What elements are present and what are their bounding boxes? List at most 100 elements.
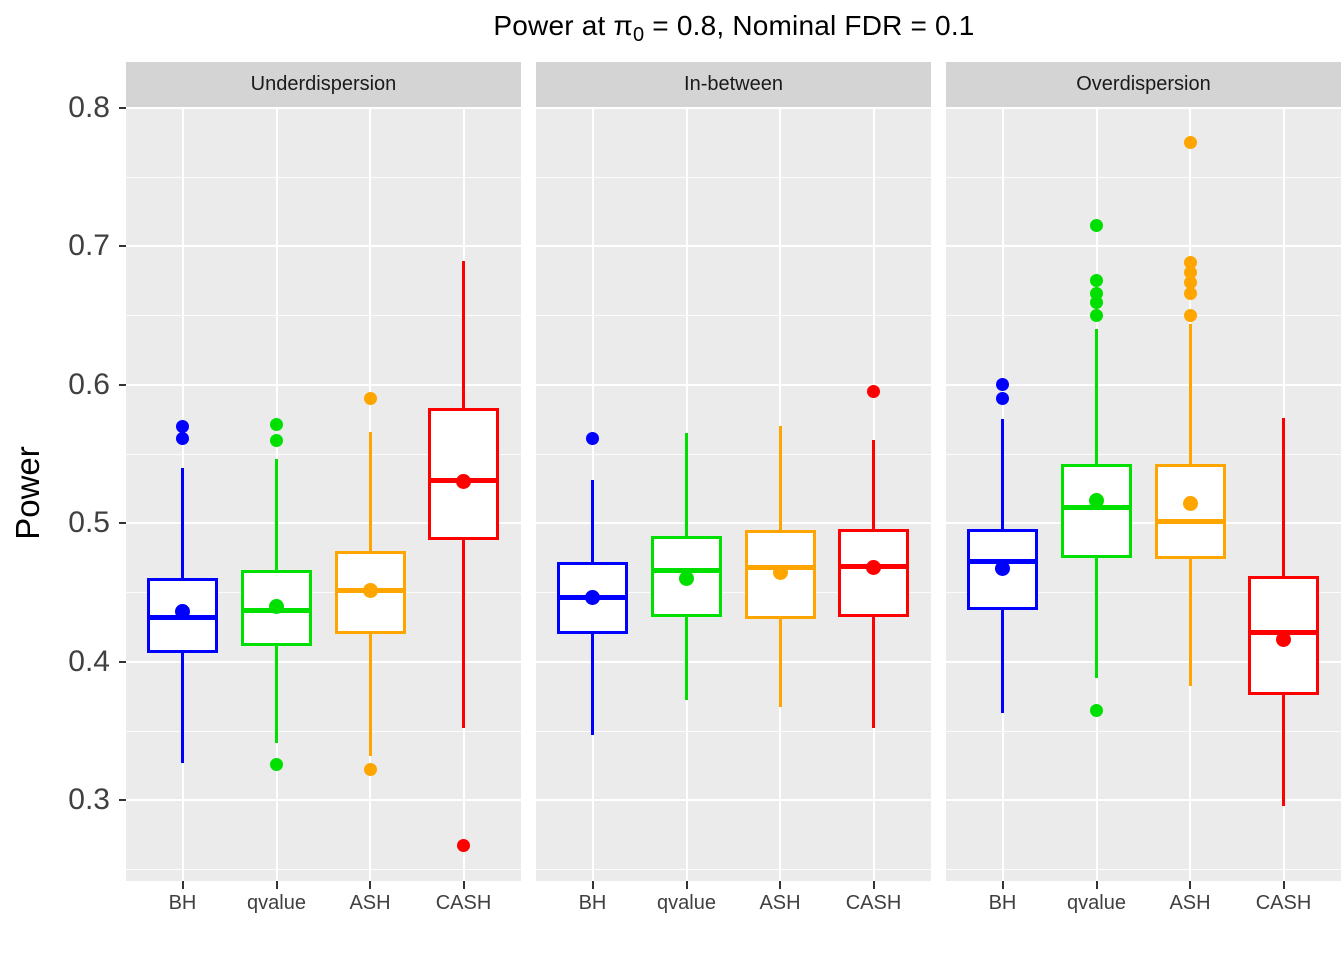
gridline-major — [946, 522, 1341, 525]
whisker-lower — [872, 617, 875, 728]
y-axis-tick-mark — [119, 106, 126, 109]
y-axis-tick-label: 0.5 — [68, 506, 110, 540]
outlier-dot — [586, 432, 599, 446]
whisker-upper — [368, 431, 372, 551]
gridline-major — [536, 383, 931, 386]
x-axis-tick-mark — [181, 881, 184, 889]
outlier-dot — [1090, 274, 1103, 288]
whisker-lower — [1095, 557, 1098, 679]
x-axis-tick-mark — [1001, 881, 1004, 889]
gridline-major — [946, 799, 1341, 801]
y-axis-tick-mark — [119, 660, 126, 663]
whisker-upper — [1188, 323, 1192, 464]
outlier-dot — [270, 757, 283, 771]
outlier-dot — [1090, 703, 1103, 717]
gridline-major — [536, 522, 931, 525]
y-axis-tick-label: 0.8 — [68, 90, 110, 124]
gridline-major — [946, 106, 1341, 109]
gridline-minor — [536, 315, 931, 317]
gridline-minor — [126, 176, 521, 178]
outlier-dot — [1090, 296, 1103, 310]
mean-dot — [995, 561, 1010, 577]
facet-panel — [946, 106, 1341, 881]
x-axis-tick-mark — [275, 881, 278, 889]
whisker-lower — [778, 618, 782, 708]
whisker-upper — [181, 467, 184, 579]
whisker-lower — [591, 633, 594, 735]
gridline-major — [126, 660, 521, 663]
x-axis-tick-mark — [369, 881, 371, 889]
x-axis-tick-label: ASH — [759, 892, 801, 914]
outlier-dot — [996, 378, 1009, 392]
gridline-minor — [946, 869, 1341, 871]
mean-dot — [1089, 493, 1104, 509]
mean-dot — [269, 598, 284, 614]
x-axis-tick-label: ASH — [1169, 892, 1211, 914]
x-axis-tick-mark — [591, 881, 594, 889]
x-axis-tick-label: CASH — [845, 892, 902, 914]
outlier-dot — [1183, 308, 1197, 322]
whisker-lower — [275, 646, 278, 744]
outlier-dot — [1090, 218, 1103, 232]
gridline-minor — [946, 730, 1341, 732]
whisker-upper — [872, 440, 875, 529]
outlier-dot — [867, 385, 880, 399]
mean-dot — [679, 570, 694, 586]
gridline-minor — [536, 592, 931, 594]
outlier-dot — [457, 839, 470, 853]
outlier-dot — [176, 419, 189, 433]
gridline-minor — [126, 315, 521, 317]
outlier-dot — [176, 432, 189, 446]
x-axis-tick-mark — [1189, 881, 1191, 889]
facet-strip: Underdispersion — [126, 62, 521, 107]
facet-strip: Overdispersion — [946, 62, 1341, 107]
gridline-major — [126, 799, 521, 801]
x-axis-tick-label: ASH — [349, 892, 391, 914]
outlier-dot — [363, 391, 377, 405]
whisker-lower — [685, 617, 688, 701]
outlier-dot — [270, 418, 283, 432]
gridline-minor — [536, 453, 931, 455]
gridline-minor — [946, 592, 1341, 594]
mean-dot — [175, 604, 190, 620]
gridline-major — [946, 245, 1341, 248]
gridline-major — [126, 383, 521, 386]
gridline-minor — [126, 730, 521, 732]
gridline-minor — [946, 453, 1341, 455]
median-line — [1154, 519, 1226, 525]
x-axis-tick-mark — [685, 881, 688, 889]
gridline-major — [126, 106, 521, 109]
gridline-major — [126, 245, 521, 248]
whisker-upper — [685, 433, 688, 536]
y-axis-title: Power — [9, 446, 46, 540]
gridline-minor — [536, 730, 931, 732]
outlier-dot — [996, 391, 1009, 405]
gridline-major — [946, 660, 1341, 663]
mean-dot — [1276, 631, 1291, 647]
facet-strip-label: Overdispersion — [1076, 73, 1211, 95]
outlier-dot — [1090, 308, 1103, 322]
gridline-minor — [946, 315, 1341, 317]
facet-panel — [536, 106, 931, 881]
pi-subscript: 0 — [633, 24, 645, 46]
x-axis-tick-mark — [779, 881, 781, 889]
x-axis-tick-label: CASH — [1255, 892, 1312, 914]
whisker-upper — [462, 261, 465, 409]
gridline-major — [126, 522, 521, 525]
gridline-minor — [126, 869, 521, 871]
gridline-major — [536, 245, 931, 248]
median-line — [651, 567, 722, 573]
whisker-lower — [1282, 694, 1285, 806]
y-axis-tick-label: 0.4 — [68, 644, 110, 678]
x-axis-tick-mark — [1095, 881, 1098, 889]
gridline-major — [536, 660, 931, 663]
y-axis-tick-label: 0.3 — [68, 783, 110, 816]
outlier-dot — [1183, 265, 1197, 279]
whisker-upper — [1095, 329, 1098, 464]
whisker-upper — [1282, 417, 1285, 576]
mean-dot — [772, 565, 788, 581]
box-iqr — [428, 408, 499, 540]
x-axis-tick-label: BH — [578, 892, 607, 914]
mean-dot — [585, 590, 600, 606]
